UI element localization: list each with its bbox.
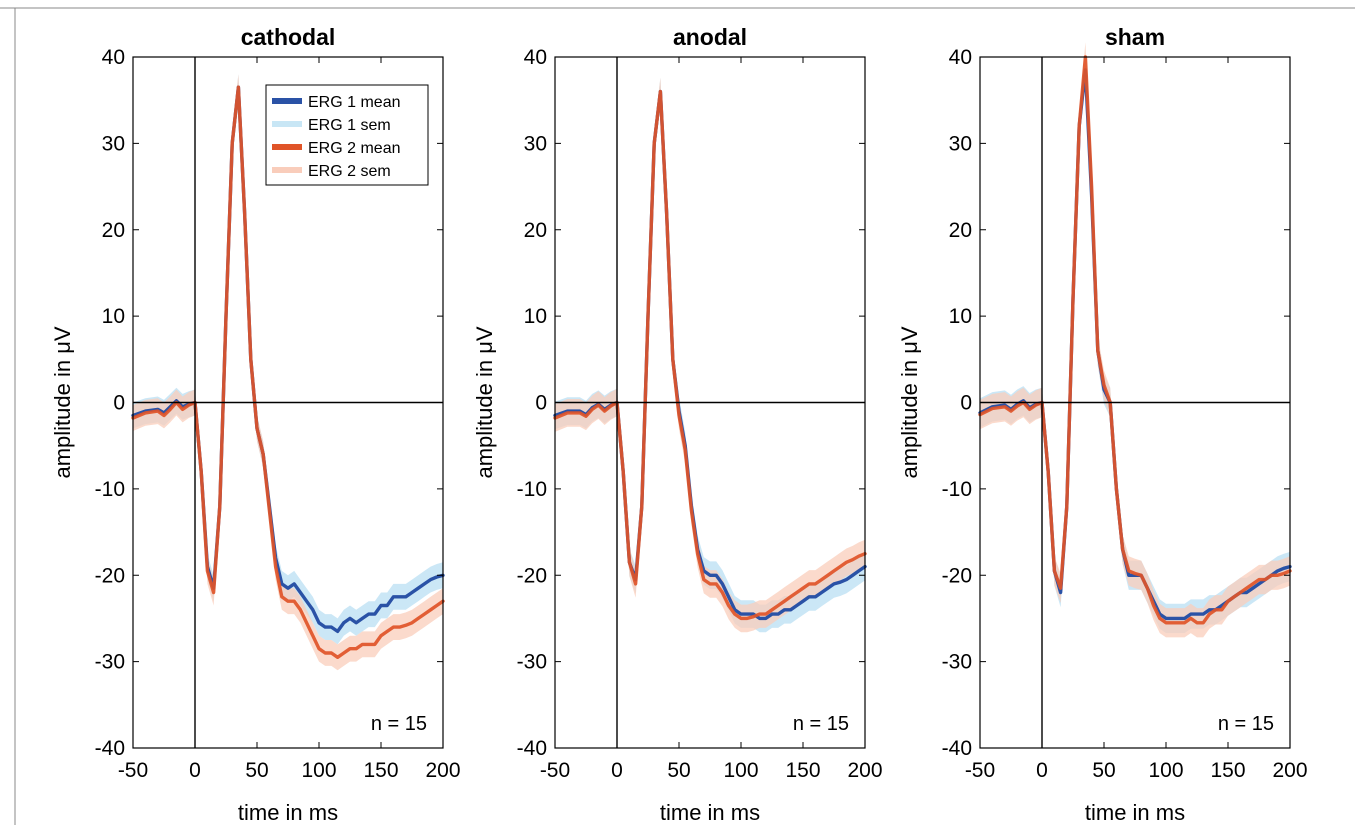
y-tick-label: 30: [524, 132, 547, 155]
panel-title: sham: [1105, 24, 1165, 50]
x-tick-label: 200: [847, 759, 882, 782]
x-tick-label: 200: [425, 759, 460, 782]
x-tick-label: 100: [723, 759, 758, 782]
y-tick-label: 0: [113, 392, 125, 415]
x-tick-label: 150: [363, 759, 398, 782]
y-tick-label: 30: [949, 132, 972, 155]
y-tick-label: -40: [95, 737, 125, 760]
erg1-sem-band: [133, 74, 443, 645]
y-tick-label: -30: [517, 651, 547, 674]
sample-size-annotation: n = 15: [1218, 713, 1274, 735]
sem-bands: [980, 42, 1290, 638]
y-tick-label: 40: [949, 46, 972, 69]
y-tick-label: 10: [949, 305, 972, 328]
x-tick-label: 50: [667, 759, 690, 782]
axes-frame: -50 0 50 100 150 200 -40 -30 -20 -10 0 10 20 30 40: [95, 46, 461, 782]
panel-title: anodal: [673, 24, 747, 50]
x-tick-label: -50: [965, 759, 995, 782]
sample-size-annotation: n = 15: [371, 713, 427, 735]
y-tick-label: -30: [95, 651, 125, 674]
axes-frame: -50 0 50 100 150 200 -40 -30 -20 -10 0 10 20 30 40: [942, 46, 1308, 782]
legend: ERG 1 mean ERG 1 sem ERG 2 mean ERG 2 se…: [265, 84, 429, 186]
axes-frame: -50 0 50 100 150 200 -40 -30 -20 -10 0 10 20 30 40: [517, 46, 883, 782]
y-tick-label: -30: [942, 651, 972, 674]
legend-label-erg2-mean: ERG 2 mean: [308, 140, 400, 157]
panel-anodal: -50 0 50 100 150 200 -40 -30 -20 -10 0 10 20 30 40 ano…: [472, 24, 883, 825]
y-tick-label: 20: [102, 219, 125, 242]
x-axis-label: time in ms: [660, 800, 760, 825]
legend-label-erg2-sem: ERG 2 sem: [308, 163, 391, 180]
y-tick-label: -20: [942, 564, 972, 587]
y-axis-label: amplitude in μV: [472, 326, 497, 478]
sem-bands: [555, 77, 865, 633]
y-tick-label: -10: [517, 478, 547, 501]
panel-sham: -50 0 50 100 150 200 -40 -30 -20 -10 0 10 20 30 40 sha…: [897, 24, 1308, 825]
sample-size-annotation: n = 15: [793, 713, 849, 735]
y-tick-label: -10: [95, 478, 125, 501]
x-tick-label: 50: [245, 759, 268, 782]
y-tick-label: -40: [942, 737, 972, 760]
x-tick-label: 150: [785, 759, 820, 782]
y-tick-label: 20: [524, 219, 547, 242]
y-tick-label: 10: [524, 305, 547, 328]
x-tick-label: 200: [1272, 759, 1307, 782]
y-tick-label: 40: [524, 46, 547, 69]
legend-label-erg1-sem: ERG 1 sem: [308, 117, 391, 134]
y-tick-label: 0: [960, 392, 972, 415]
y-tick-label: -20: [517, 564, 547, 587]
panel-title: cathodal: [241, 24, 336, 50]
x-tick-label: 100: [1148, 759, 1183, 782]
x-tick-label: 0: [189, 759, 201, 782]
erg2-sem-band: [555, 77, 865, 633]
x-tick-label: 100: [301, 759, 336, 782]
x-axis-label: time in ms: [238, 800, 338, 825]
y-tick-label: -20: [95, 564, 125, 587]
x-axis-label: time in ms: [1085, 800, 1185, 825]
y-tick-label: -40: [517, 737, 547, 760]
y-tick-label: 40: [102, 46, 125, 69]
x-tick-label: 150: [1210, 759, 1245, 782]
y-tick-label: 30: [102, 132, 125, 155]
x-tick-label: -50: [540, 759, 570, 782]
legend-label-erg1-mean: ERG 1 mean: [308, 94, 400, 111]
y-tick-label: -10: [942, 478, 972, 501]
x-tick-label: 50: [1092, 759, 1115, 782]
x-tick-label: 0: [1036, 759, 1048, 782]
x-tick-label: -50: [118, 759, 148, 782]
erg2-sem-band: [133, 74, 443, 671]
erg2-sem-band: [980, 42, 1290, 638]
y-tick-label: 0: [535, 392, 547, 415]
y-axis-label: amplitude in μV: [50, 326, 75, 478]
panel-cathodal: -50 0 50 100 150 200 -40 -30 -20 -10 0 10 20 30 40 cat…: [50, 24, 461, 825]
y-tick-label: 20: [949, 219, 972, 242]
y-axis-label: amplitude in μV: [897, 326, 922, 478]
sem-bands: [133, 74, 443, 671]
y-tick-label: 10: [102, 305, 125, 328]
x-tick-label: 0: [611, 759, 623, 782]
